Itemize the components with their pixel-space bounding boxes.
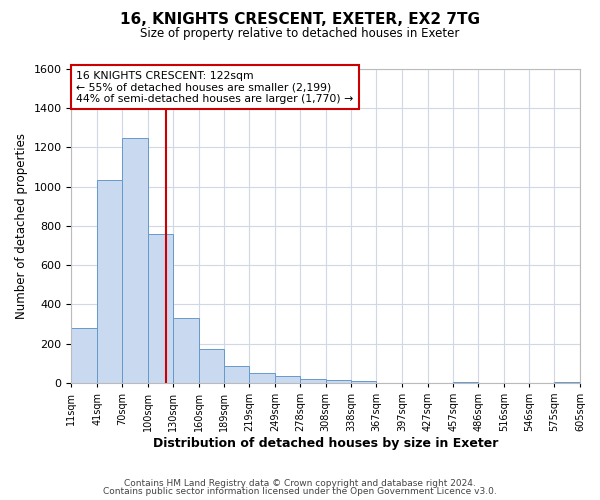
Bar bbox=[554, 382, 580, 383]
Bar bbox=[326, 380, 352, 383]
Bar bbox=[453, 382, 478, 383]
Text: Size of property relative to detached houses in Exeter: Size of property relative to detached ho… bbox=[140, 28, 460, 40]
Text: 16 KNIGHTS CRESCENT: 122sqm
← 55% of detached houses are smaller (2,199)
44% of : 16 KNIGHTS CRESCENT: 122sqm ← 55% of det… bbox=[76, 70, 354, 104]
Y-axis label: Number of detached properties: Number of detached properties bbox=[15, 133, 28, 319]
Bar bbox=[173, 318, 199, 383]
Text: 16, KNIGHTS CRESCENT, EXETER, EX2 7TG: 16, KNIGHTS CRESCENT, EXETER, EX2 7TG bbox=[120, 12, 480, 28]
Bar bbox=[71, 328, 97, 383]
Bar bbox=[122, 138, 148, 383]
Bar bbox=[300, 379, 326, 383]
Bar bbox=[199, 348, 224, 383]
Bar bbox=[148, 234, 173, 383]
Text: Contains public sector information licensed under the Open Government Licence v3: Contains public sector information licen… bbox=[103, 487, 497, 496]
X-axis label: Distribution of detached houses by size in Exeter: Distribution of detached houses by size … bbox=[153, 437, 499, 450]
Bar bbox=[224, 366, 250, 383]
Bar bbox=[250, 373, 275, 383]
Bar bbox=[275, 376, 300, 383]
Bar bbox=[352, 381, 376, 383]
Bar bbox=[97, 180, 122, 383]
Text: Contains HM Land Registry data © Crown copyright and database right 2024.: Contains HM Land Registry data © Crown c… bbox=[124, 478, 476, 488]
